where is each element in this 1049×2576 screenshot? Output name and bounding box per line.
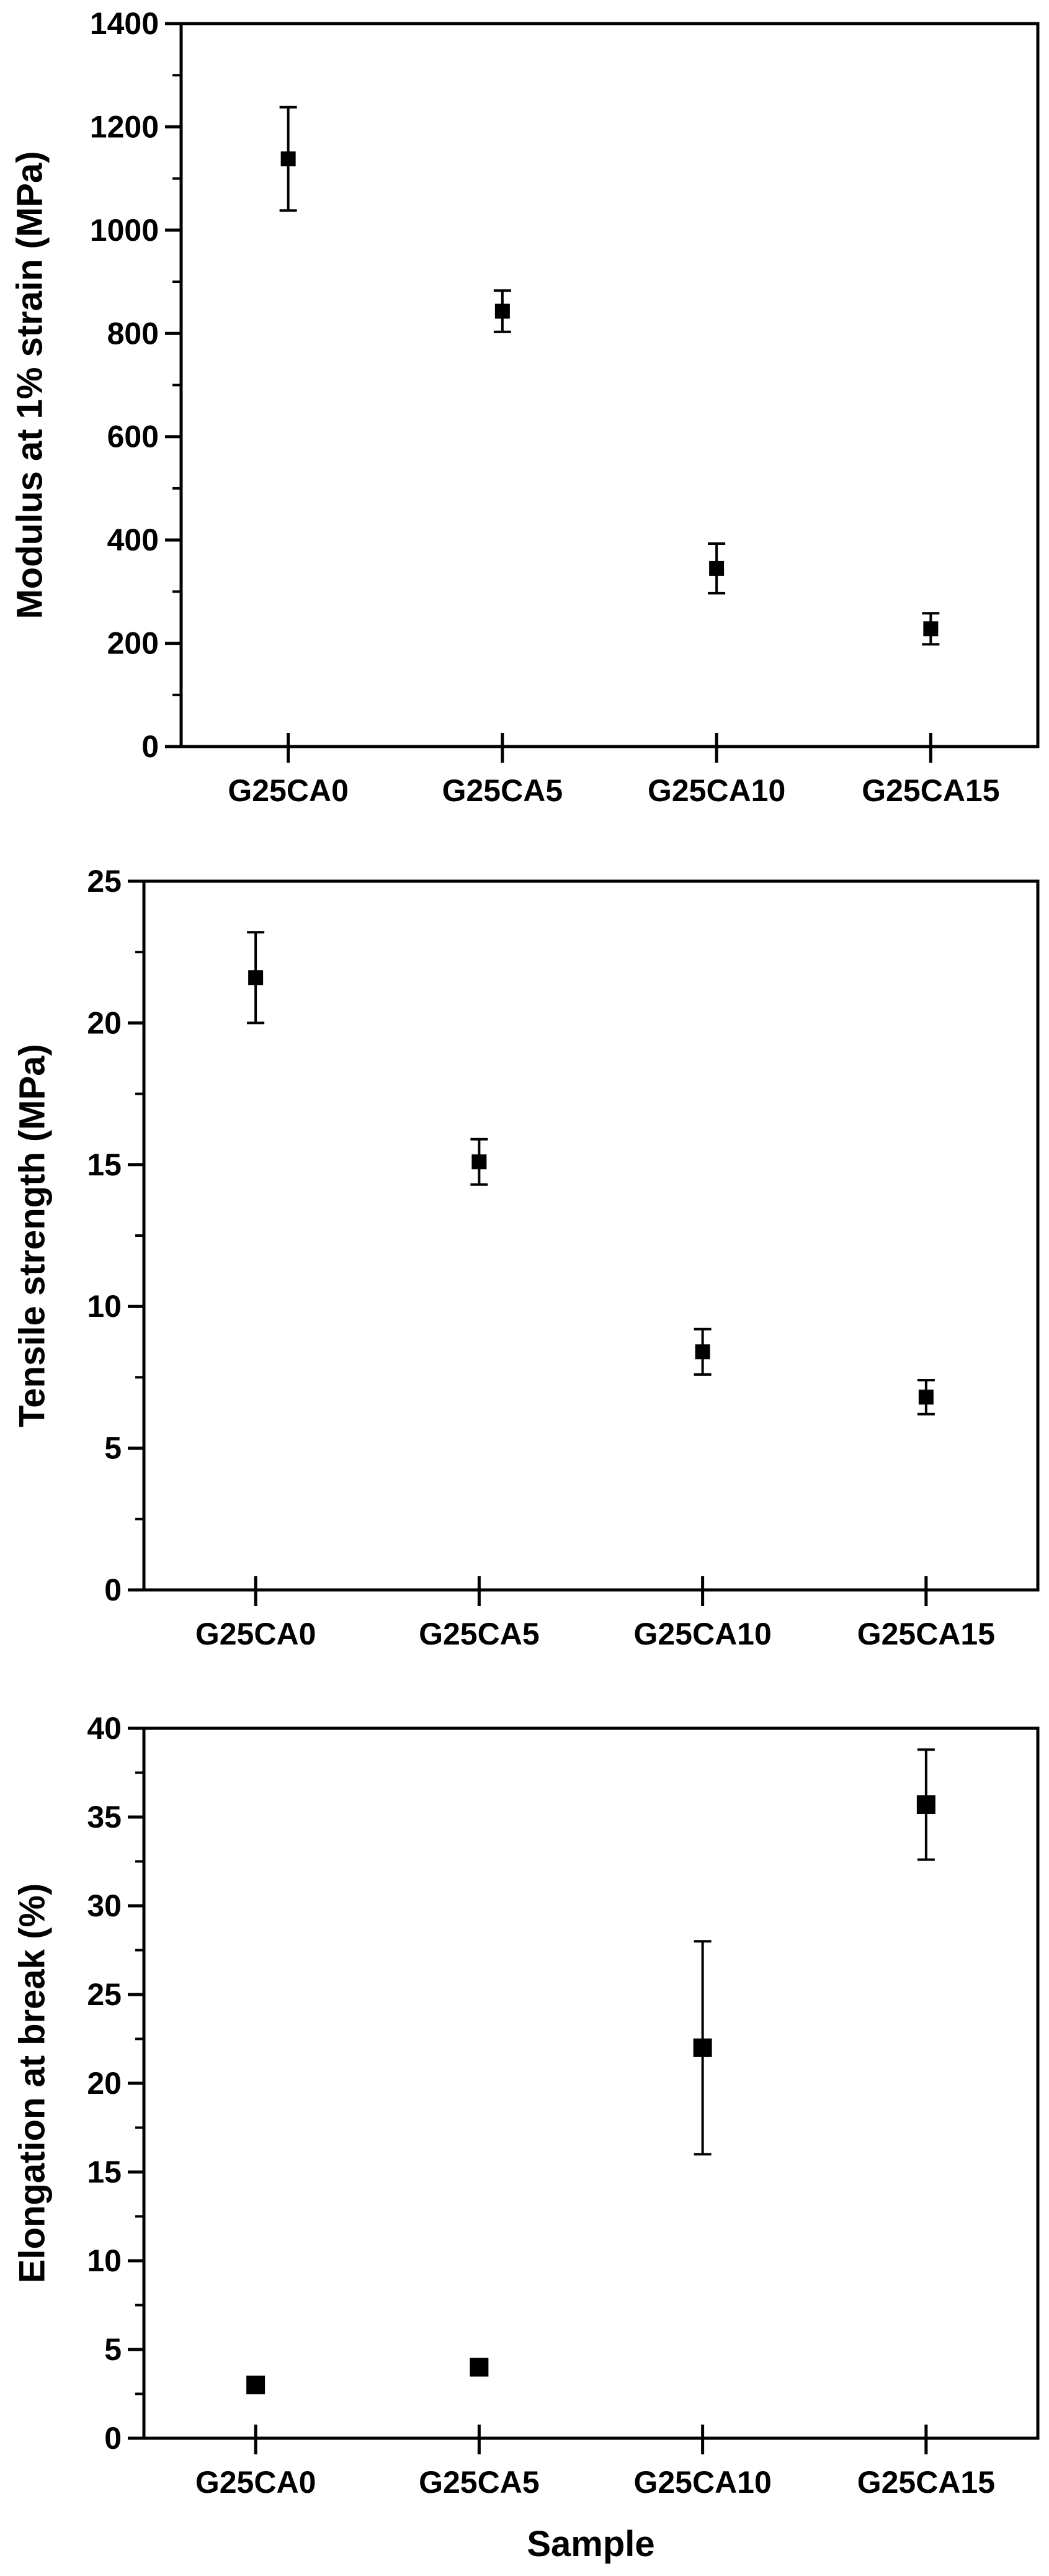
data-point (693, 2038, 712, 2057)
y-tick-label: 0 (104, 1573, 122, 1607)
chart-panel-3: 0 5 10 15 20 25 30 35 40 Elongation at break (%) G… (12, 1711, 1040, 2564)
y-tick-label: 400 (107, 523, 159, 557)
x-tick-label: G25CA10 (648, 773, 785, 808)
x-tick-label: G25CA15 (857, 2465, 995, 2500)
y-tick-label: 1200 (90, 109, 159, 144)
chart-panel-1: 0 200 400 600 800 1000 1200 1400 Modulus at 1% s… (10, 6, 1040, 808)
y-tick-label: 40 (87, 1711, 122, 1746)
data-point (246, 2376, 266, 2395)
y-tick-label: 10 (87, 2243, 122, 2278)
y-tick-label: 15 (87, 2155, 122, 2189)
y-tick-label: 1000 (90, 213, 159, 248)
data-point (248, 970, 264, 985)
plot-frame (179, 22, 1040, 748)
x-tick-label: G25CA0 (195, 2465, 316, 2500)
data-point (471, 1154, 487, 1170)
y-tick-label: 20 (87, 1005, 122, 1040)
x-tick-label: G25CA15 (857, 1617, 995, 1651)
chart-panel-2: 0 5 10 15 20 25 Tensile strength (MPa) G25CA0 G2… (12, 864, 1040, 1651)
y-axis-title: Modulus at 1% strain (MPa) (10, 151, 50, 619)
x-axis-title: Sample (527, 2524, 654, 2564)
data-point (470, 2358, 489, 2377)
plot-frame (142, 879, 1040, 1592)
y-tick-label: 200 (107, 626, 159, 661)
y-axis-title: Tensile strength (MPa) (12, 1044, 53, 1427)
x-tick-label: G25CA10 (633, 2465, 771, 2500)
y-tick-label: 5 (104, 1431, 122, 1466)
data-point (709, 560, 725, 576)
x-tick-label: G25CA0 (228, 773, 349, 808)
data-point (923, 621, 939, 637)
plot-frame (142, 1726, 1040, 2440)
data-point (494, 303, 510, 319)
data-point (695, 1344, 710, 1360)
y-tick-label: 30 (87, 1888, 122, 1923)
x-tick-label: G25CA5 (442, 773, 563, 808)
y-axis-title: Elongation at break (%) (12, 1883, 53, 2284)
x-tick-label: G25CA5 (419, 2465, 540, 2500)
data-point (916, 1795, 935, 1814)
y-tick-label: 25 (87, 1977, 122, 2012)
y-tick-label: 600 (107, 420, 159, 454)
x-tick-label: G25CA5 (419, 1617, 540, 1651)
x-tick-label: G25CA15 (862, 773, 999, 808)
y-tick-label: 35 (87, 1800, 122, 1834)
x-tick-label: G25CA10 (633, 1617, 771, 1651)
y-tick-label: 5 (104, 2332, 122, 2367)
data-point (918, 1389, 934, 1405)
data-point (280, 151, 296, 167)
y-tick-label: 10 (87, 1289, 122, 1324)
y-tick-label: 20 (87, 2066, 122, 2101)
y-tick-label: 25 (87, 864, 122, 899)
y-tick-label: 0 (104, 2421, 122, 2456)
y-tick-label: 15 (87, 1147, 122, 1182)
y-tick-label: 0 (141, 729, 159, 764)
x-tick-label: G25CA0 (195, 1617, 316, 1651)
y-tick-label: 800 (107, 316, 159, 351)
y-tick-label: 1400 (90, 6, 159, 41)
